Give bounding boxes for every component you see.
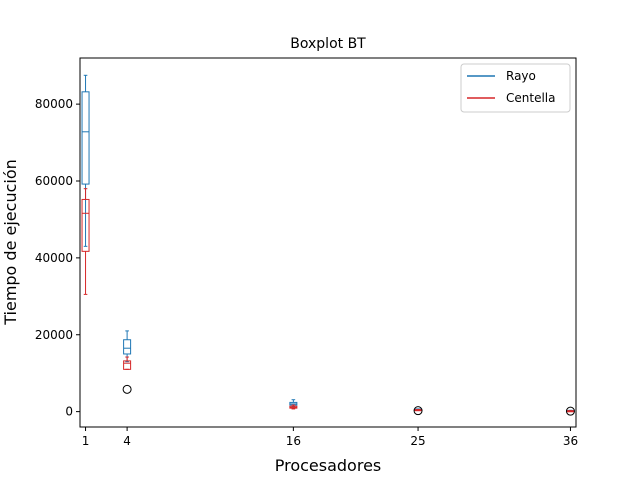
rayo-box	[81, 91, 90, 185]
rayo-box	[123, 339, 132, 355]
chart-title: Boxplot BT	[290, 36, 366, 52]
y-tick-label: 60000	[35, 174, 73, 188]
x-tick-label: 25	[410, 434, 425, 448]
centella-outlier	[565, 406, 575, 416]
axes-frame	[79, 57, 577, 428]
x-tick-label: 16	[286, 434, 301, 448]
x-tick-label: 36	[563, 434, 578, 448]
centella-outlier	[413, 406, 423, 416]
x-tick-label: 1	[82, 434, 90, 448]
centella-box	[123, 360, 132, 370]
y-axis-label: Tiempo de ejecución	[1, 159, 20, 326]
y-axis-ticks: 0 20000 40000 60000 80000	[35, 97, 80, 419]
legend-label-rayo: Rayo	[506, 69, 536, 83]
x-axis-ticks: 1 4 16 25 36	[82, 427, 578, 448]
legend-label-centella: Centella	[506, 91, 555, 105]
x-tick-label: 4	[123, 434, 131, 448]
centella-outlier	[122, 384, 132, 394]
plot-marks	[81, 74, 575, 416]
centella-box	[81, 198, 90, 252]
y-tick-label: 0	[65, 405, 73, 419]
y-tick-label: 20000	[35, 328, 73, 342]
y-tick-label: 80000	[35, 97, 73, 111]
x-axis-label: Procesadores	[275, 456, 382, 475]
y-tick-label: 40000	[35, 251, 73, 265]
legend: Rayo Centella	[460, 63, 571, 113]
